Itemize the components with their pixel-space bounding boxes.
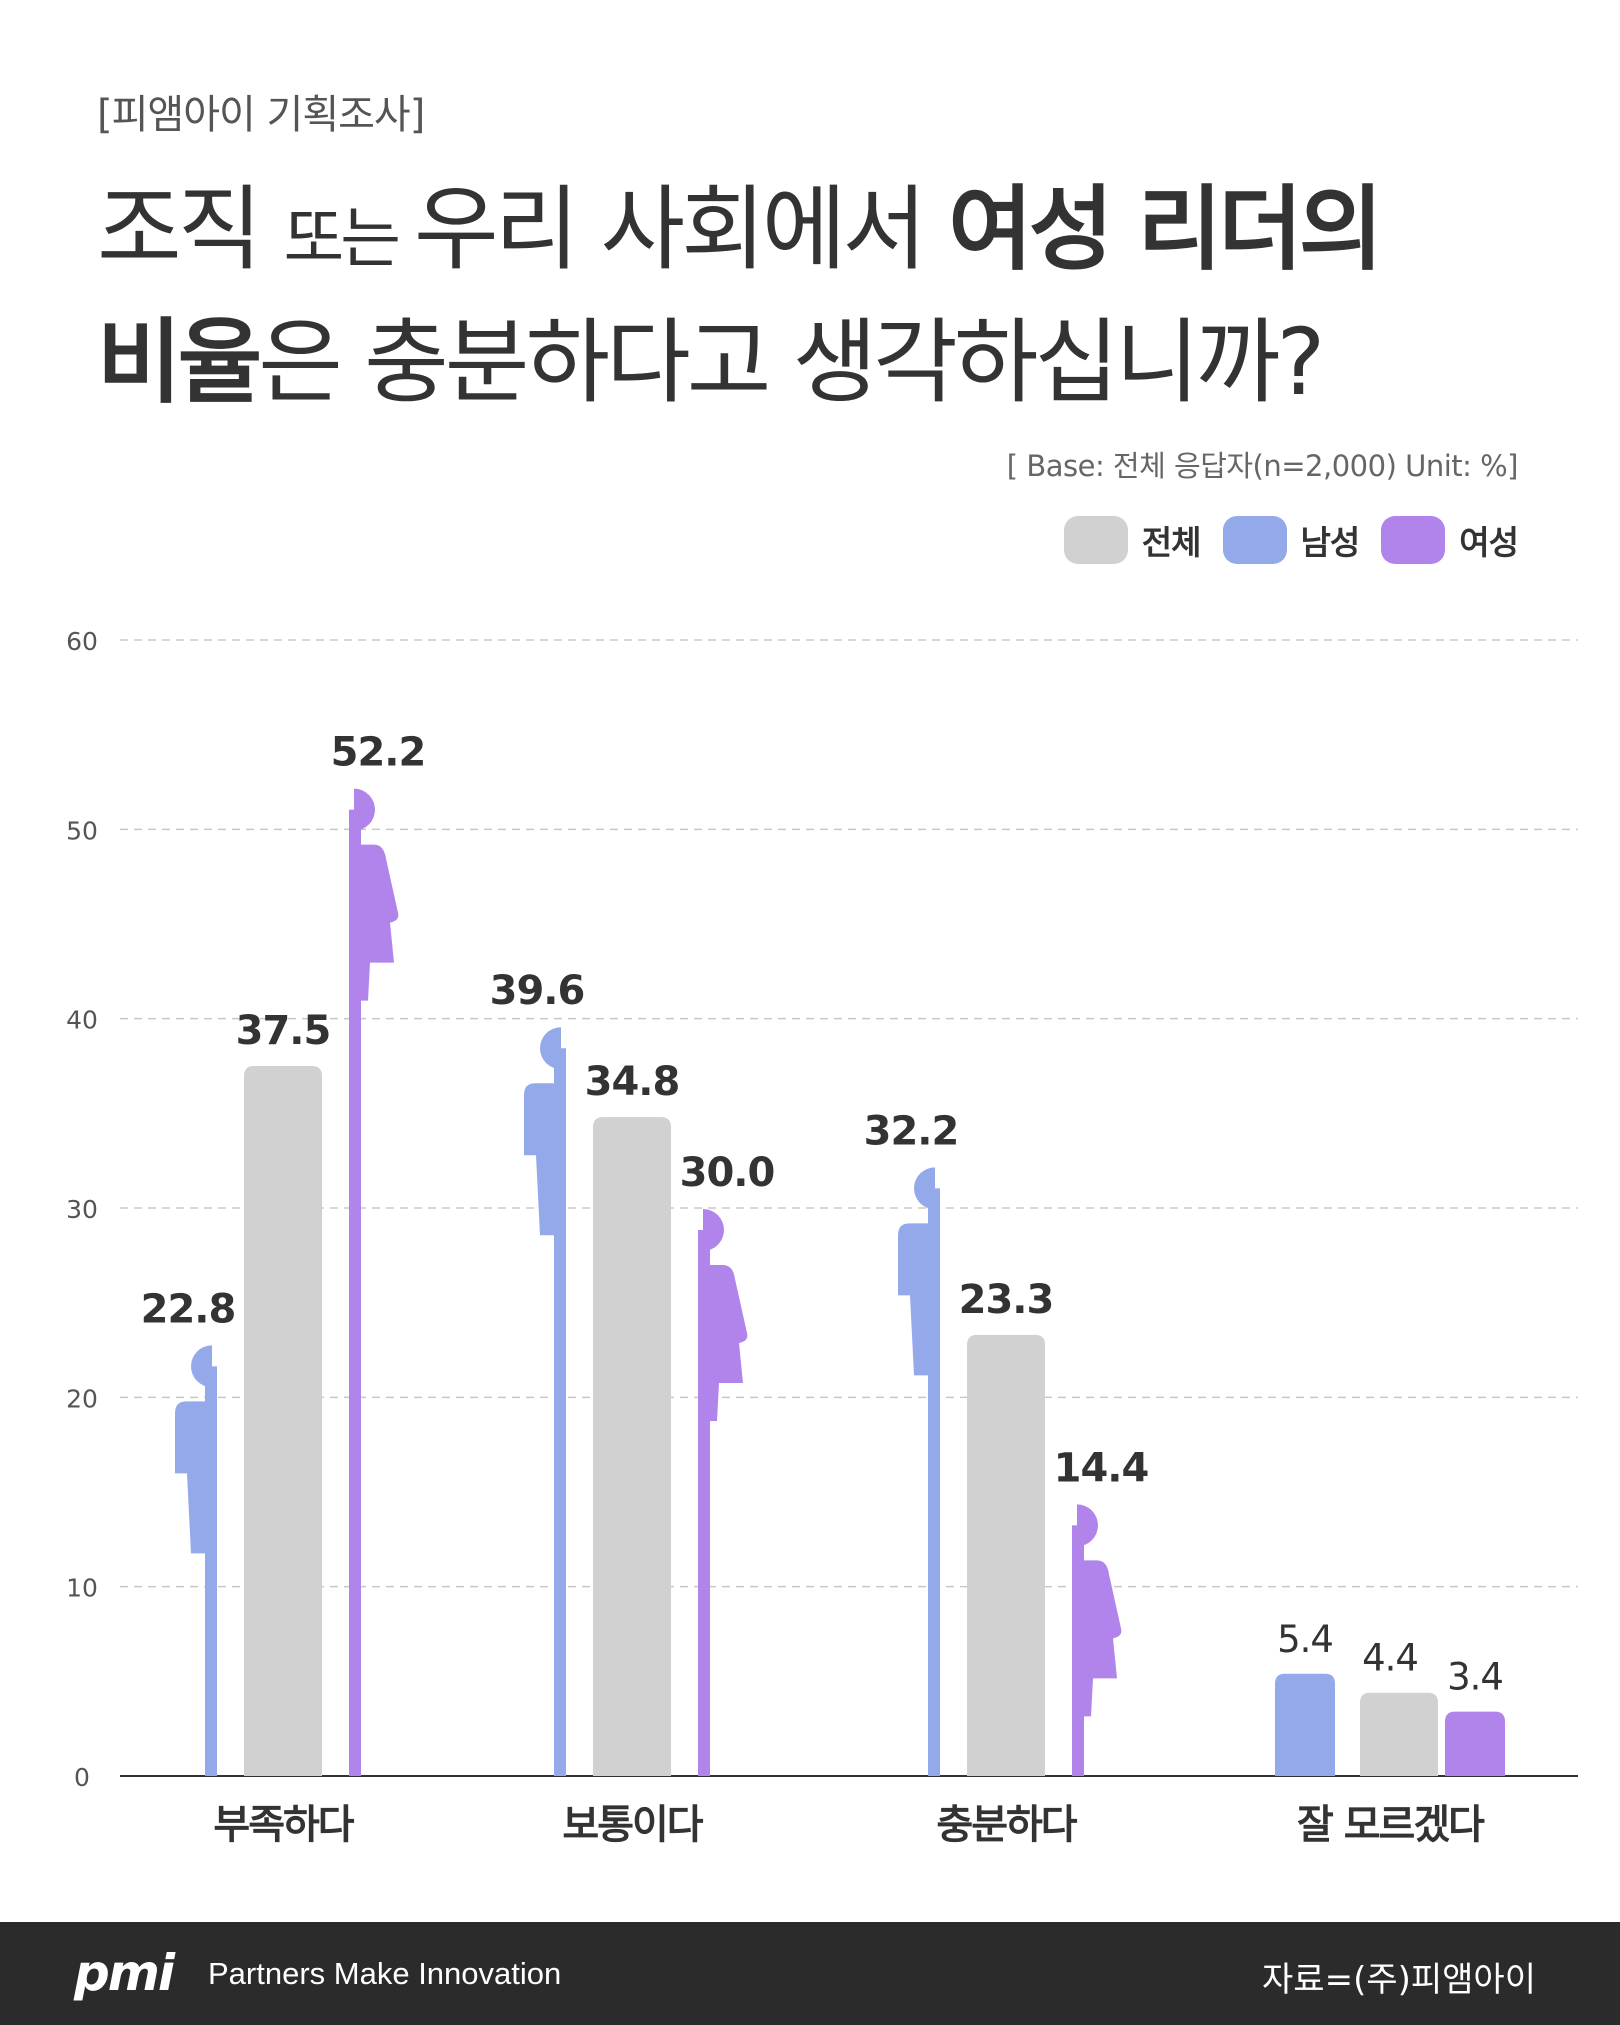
legend-swatch-total [1063, 516, 1128, 564]
legend-label-male: 남성 [1300, 523, 1361, 562]
female-head-0 [354, 788, 375, 831]
female-body-2 [1077, 1560, 1122, 1717]
female-value-label-0: 52.2 [331, 730, 426, 776]
male-head-1 [540, 1027, 561, 1070]
y-tick-label-20: 20 [66, 1384, 98, 1413]
y-tick-label-0: 0 [74, 1763, 90, 1792]
y-tick-label-50: 50 [66, 816, 98, 845]
total-bar-2 [967, 1334, 1045, 1776]
total-value-label-1: 34.8 [585, 1059, 680, 1105]
category-label-2: 충분하다 [936, 1802, 1077, 1848]
pmi-logo: pmi [74, 1944, 175, 2002]
title-line-1-segment-1: 또는 [283, 200, 414, 277]
male-value-label-1: 39.6 [490, 968, 585, 1014]
y-tick-label-10: 10 [66, 1574, 98, 1603]
total-bar-3 [1360, 1692, 1438, 1776]
legend-item-female: 여성 [1381, 516, 1519, 564]
total-bar-0 [244, 1066, 322, 1776]
footer-tagline: Partners Make Innovation [208, 1956, 562, 1991]
legend-label-female: 여성 [1459, 523, 1519, 562]
female-value-label-3: 3.4 [1447, 1656, 1503, 1699]
source-credit: 자료=(주)피앰아이 [1262, 1960, 1536, 2000]
female-bar-0 [349, 809, 361, 1776]
total-value-label-3: 4.4 [1362, 1637, 1418, 1680]
survey-tag: [피앰아이 기획조사] [97, 92, 425, 138]
category-label-0: 부족하다 [213, 1802, 354, 1848]
legend-label-total: 전체 [1141, 523, 1202, 562]
male-value-label-2: 32.2 [864, 1108, 959, 1154]
category-label-3: 잘 모르겠다 [1297, 1802, 1485, 1848]
chart-legend: 전체 남성 여성 [1042, 516, 1519, 564]
female-value-label-1: 30.0 [680, 1150, 775, 1196]
male-value-label-3: 5.4 [1277, 1618, 1333, 1661]
male-bar-3 [1275, 1673, 1335, 1776]
category-label-1: 보통이다 [562, 1802, 703, 1848]
title-line-1-segment-2: 우리 사회에서 [413, 176, 949, 283]
female-value-label-2: 14.4 [1054, 1445, 1149, 1491]
male-body-2 [898, 1223, 935, 1376]
title-line-1-segment-3: 여성 리더의 [948, 176, 1383, 283]
male-head-2 [914, 1167, 935, 1210]
page-title: 조직 또는 우리 사회에서 여성 리더의 비율은 충분하다고 생각하십니까? [97, 168, 1384, 425]
male-head-0 [191, 1345, 212, 1388]
total-bar-1 [593, 1117, 671, 1776]
female-head-2 [1077, 1504, 1098, 1547]
total-value-label-0: 37.5 [236, 1008, 331, 1054]
title-line-1: 조직 또는 우리 사회에서 여성 리더의 [97, 168, 1384, 301]
legend-swatch-female [1381, 516, 1446, 564]
female-head-1 [703, 1209, 724, 1251]
male-value-label-0: 22.8 [141, 1286, 236, 1332]
legend-item-male: 남성 [1222, 516, 1361, 564]
legend-swatch-male [1222, 516, 1287, 564]
bar-chart: 0 10 20 30 40 50 60 22.8 37.5 52.2 부족하다 39.634.830.… [66, 627, 1578, 1848]
male-body-1 [524, 1083, 561, 1236]
title-line-1-segment-0: 조직 [97, 176, 284, 283]
female-body-0 [354, 844, 399, 1001]
title-line-2-segment-1: 은 충분하다고 생각하십니까? [258, 309, 1325, 416]
base-note: [ Base: 전체 응답자(n=2,000) Unit: %] [1006, 449, 1519, 483]
title-line-2: 비율은 충분하다고 생각하십니까? [97, 301, 1380, 425]
female-bar-3 [1445, 1711, 1505, 1776]
female-body-1 [703, 1265, 748, 1421]
y-tick-label-60: 60 [66, 627, 98, 656]
y-tick-label-30: 30 [66, 1195, 98, 1224]
footer-bar: pmi Partners Make Innovation 자료=(주)피앰아이 [0, 1922, 1620, 2025]
male-body-0 [175, 1401, 212, 1554]
total-value-label-2: 23.3 [959, 1277, 1054, 1323]
title-line-2-segment-0: 비율 [97, 309, 262, 416]
y-tick-label-40: 40 [66, 1006, 98, 1035]
legend-item-total: 전체 [1063, 516, 1202, 564]
